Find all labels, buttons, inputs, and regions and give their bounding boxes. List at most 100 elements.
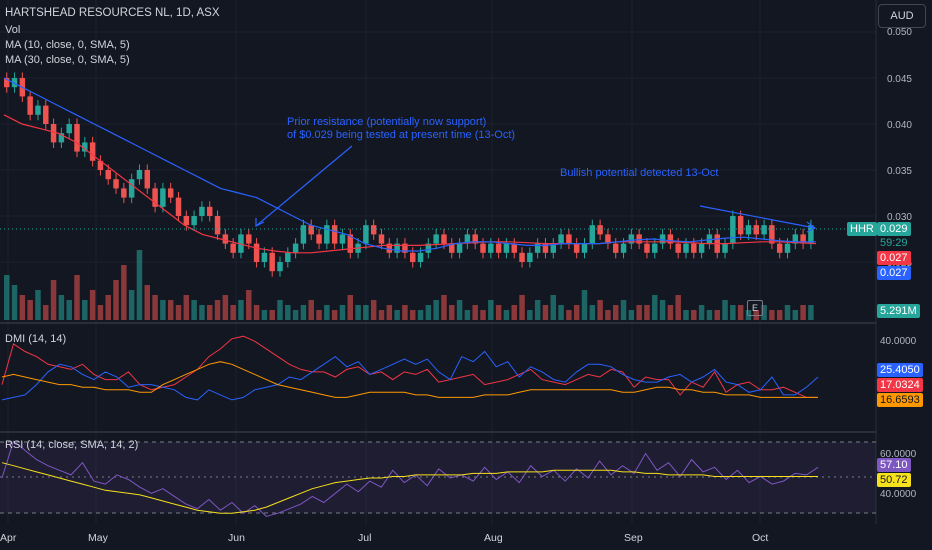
candle-body-98 — [769, 225, 775, 244]
volume-bar-28 — [222, 295, 229, 320]
dmi-plus-badge: 17.0324 — [877, 378, 923, 392]
rsi-tick-0: 60.0000 — [880, 449, 917, 460]
x-tick-sep: Sep — [624, 532, 643, 544]
volume-bar-50 — [394, 310, 400, 320]
volume-bar-47 — [370, 300, 377, 320]
candle-body-19 — [152, 188, 158, 207]
dmi-tick-0: 40.0000 — [880, 336, 917, 347]
volume-bar-9 — [74, 275, 80, 320]
candle-body-21 — [167, 188, 174, 198]
candle-body-62 — [488, 243, 494, 253]
volume-bar-54 — [425, 305, 432, 320]
candle-body-40 — [316, 234, 322, 244]
volume-bar-37 — [292, 310, 299, 320]
volume-bar-19 — [152, 295, 158, 320]
legend-volume[interactable]: Vol — [5, 24, 21, 36]
legend-ma10[interactable]: MA (10, close, 0, SMA, 5) — [5, 39, 130, 51]
volume-bar-78 — [613, 305, 619, 320]
rsi-ma-badge: 50.72 — [877, 473, 911, 487]
candle-body-36 — [285, 252, 291, 262]
candle-body-6 — [50, 124, 57, 143]
volume-bar-10 — [82, 300, 88, 320]
volume-bar-86 — [675, 295, 681, 320]
candle-body-18 — [144, 170, 151, 189]
candle-body-11 — [89, 142, 96, 161]
volume-bar-60 — [472, 305, 478, 320]
legend-dmi[interactable]: DMI (14, 14) — [5, 333, 67, 345]
legend-ma30[interactable]: MA (30, close, 0, SMA, 5) — [5, 54, 130, 66]
annotation-resistance-line-1[interactable]: Prior resistance (potentially now suppor… — [287, 116, 487, 128]
candle-body-27 — [214, 216, 221, 235]
volume-bar-81 — [636, 305, 642, 320]
candle-body-5 — [43, 105, 49, 124]
volume-bar-71 — [558, 305, 564, 320]
volume-bar-22 — [175, 305, 182, 320]
candle-body-25 — [199, 206, 205, 216]
symbol-title[interactable]: HARTSHEAD RESOURCES NL, 1D, ASX — [5, 7, 220, 19]
volume-bar-87 — [683, 310, 689, 320]
volume-bar-66 — [519, 295, 525, 320]
candle-body-71 — [558, 234, 564, 244]
candle-body-99 — [776, 243, 783, 253]
volume-bar-88 — [691, 310, 697, 320]
candle-body-22 — [175, 197, 182, 216]
candle-body-3 — [27, 96, 33, 115]
x-tick-may: May — [88, 532, 108, 544]
price-tick-4: 0.030 — [886, 212, 912, 223]
volume-bar-14 — [113, 280, 119, 320]
volume-bar-62 — [488, 300, 494, 320]
volume-bar-25 — [199, 305, 205, 320]
candle-body-63 — [495, 243, 502, 253]
volume-bar-65 — [511, 305, 517, 320]
annotation-resistance-line-2[interactable]: of $0.029 being tested at present time (… — [287, 129, 516, 141]
volume-bar-98 — [769, 310, 775, 320]
volume-bar-93 — [730, 305, 736, 320]
volume-bar-11 — [89, 290, 96, 320]
candle-body-8 — [66, 124, 72, 134]
rsi-series-1 — [1, 462, 818, 514]
volume-bar-49 — [386, 305, 393, 320]
ma30-badge: 0.027 — [877, 251, 911, 265]
x-tick-jun: Jun — [228, 532, 245, 544]
volume-bar-15 — [121, 265, 127, 320]
volume-bar-46 — [363, 305, 369, 320]
candle-body-60 — [472, 234, 478, 244]
volume-bar-56 — [441, 295, 447, 320]
currency-button[interactable]: AUD — [878, 4, 926, 28]
volume-bar-52 — [410, 310, 416, 320]
annotation-arrows — [255, 145, 817, 233]
candle-body-38 — [300, 225, 307, 244]
candle-body-56 — [441, 234, 447, 244]
price-tick-3: 0.035 — [886, 166, 912, 177]
legend-rsi[interactable]: RSI (14, close, SMA, 14, 2) — [5, 439, 139, 451]
candle-body-43 — [339, 234, 346, 244]
candle-body-54 — [425, 243, 432, 253]
volume-bar-58 — [456, 300, 463, 320]
candle-body-24 — [191, 216, 197, 226]
annotation-bullish[interactable]: Bullish potential detected 13-Oct — [560, 167, 719, 179]
volume-bar-1 — [11, 285, 18, 320]
candle-body-73 — [573, 243, 580, 253]
volume-bar-61 — [480, 310, 486, 320]
ma10-line — [3, 77, 816, 252]
volume-bar-44 — [347, 295, 354, 320]
x-tick-oct: Oct — [752, 532, 769, 544]
volume-bar-64 — [503, 310, 510, 320]
candle-body-88 — [691, 243, 697, 253]
rsi-lines — [1, 440, 819, 517]
candle-body-29 — [230, 243, 236, 253]
candle-body-9 — [74, 124, 80, 152]
candle-body-1 — [11, 78, 18, 88]
volume-bar-43 — [339, 305, 346, 320]
candle-body-15 — [121, 188, 127, 198]
volume-bar-67 — [527, 310, 533, 320]
volume-bar-68 — [534, 300, 541, 320]
volume-bar-91 — [714, 310, 720, 320]
candle-body-51 — [402, 243, 408, 253]
rsi-tick-1: 40.0000 — [880, 489, 917, 500]
earnings-marker[interactable]: E — [747, 300, 763, 316]
candle-body-12 — [97, 160, 104, 170]
volume-bar-73 — [573, 305, 580, 320]
candle-body-76 — [597, 225, 603, 235]
